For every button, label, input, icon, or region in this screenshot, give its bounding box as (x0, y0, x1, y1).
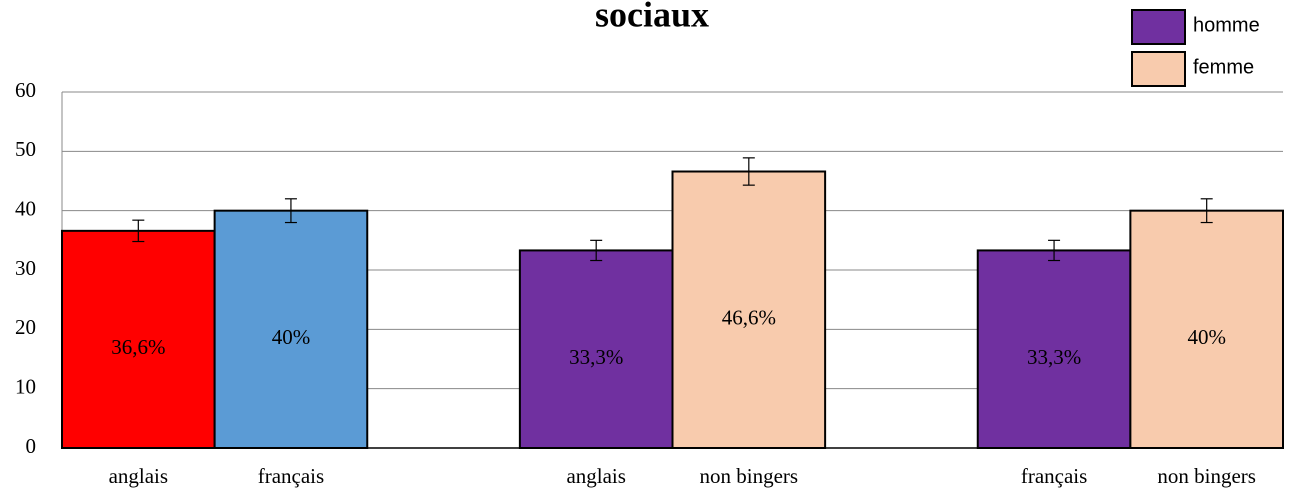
x-tick-label: non bingers (1157, 464, 1256, 488)
legend-label: femme (1193, 56, 1254, 78)
chart-title: sociaux (595, 0, 709, 34)
legend-swatch (1131, 9, 1186, 45)
y-tick-label: 30 (15, 256, 36, 280)
y-tick-label: 0 (26, 434, 37, 458)
y-tick-label: 40 (15, 196, 36, 220)
legend-swatch (1131, 51, 1186, 87)
y-tick-label: 50 (15, 137, 36, 161)
x-tick-label: français (1021, 464, 1087, 488)
y-tick-label: 20 (15, 315, 36, 339)
y-tick-label: 60 (15, 78, 36, 102)
y-tick-label: 10 (15, 374, 36, 398)
x-tick-label: non bingers (700, 464, 799, 488)
bar (518, 249, 674, 449)
x-tick-label: français (258, 464, 324, 488)
bar (671, 170, 827, 450)
data-label: 46,6% (722, 306, 776, 330)
data-label: 33,3% (569, 345, 623, 369)
x-tick-label: anglais (109, 464, 168, 488)
bar (1129, 209, 1284, 449)
data-label: 40% (272, 325, 311, 349)
bar (976, 249, 1132, 449)
legend-label: homme (1193, 14, 1260, 36)
data-label: 40% (1187, 325, 1226, 349)
data-label: 33,3% (1027, 345, 1081, 369)
x-tick-label: anglais (566, 464, 625, 488)
data-label: 36,6% (111, 335, 165, 359)
bar (213, 209, 369, 449)
